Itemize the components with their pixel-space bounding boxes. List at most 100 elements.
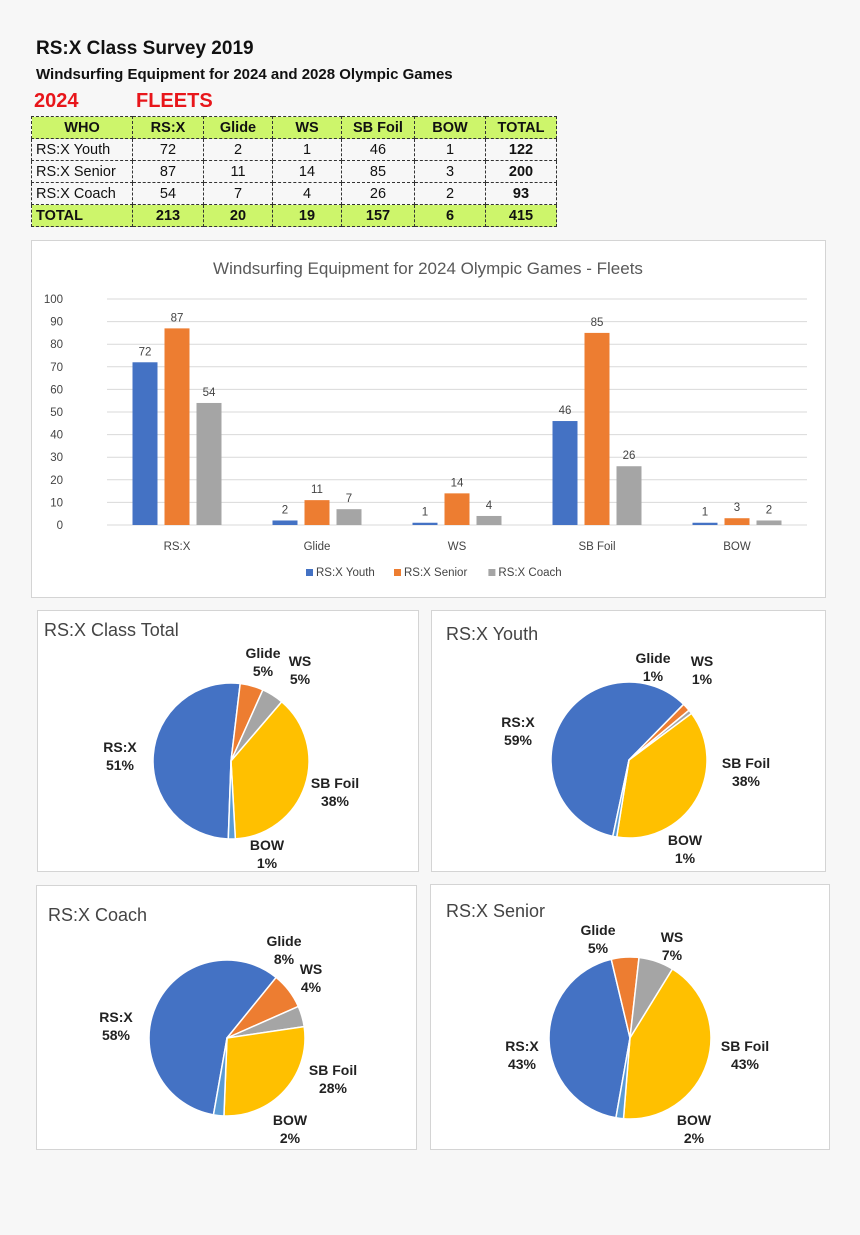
col-header-bow: BOW [414,116,486,139]
pie-slice-percent: 43% [508,1056,537,1072]
bar-data-label: 26 [623,450,636,462]
table-header-row: WHO RS:X Glide WS SB Foil BOW TOTAL [31,116,557,139]
bar [552,421,578,525]
legend-label: RS:X Senior [404,567,467,579]
pie-slice-percent: 5% [253,663,274,679]
pie-slice-percent: 2% [280,1130,301,1146]
y-tick-label: 20 [50,475,63,487]
pie-slice-percent: 5% [588,940,609,956]
bar [724,518,750,525]
legend-label: RS:X Youth [316,567,375,579]
table-cell: RS:X Coach [31,182,133,205]
page-subtitle: Windsurfing Equipment for 2024 and 2028 … [36,66,453,83]
y-tick-label: 30 [50,452,63,464]
table-cell: 3 [414,160,486,183]
bar [584,332,610,525]
pie-slice-label: Glide [245,645,280,661]
pie-slice-label: SB Foil [311,775,359,791]
pie-slice-percent: 1% [692,671,713,687]
y-tick-label: 50 [50,407,63,419]
table-row: RS:X Youth 72 2 1 46 1 122 [31,138,557,161]
pie-slice-label: BOW [677,1112,712,1128]
table-cell: 7 [203,182,273,205]
pie-slice-label: WS [300,961,323,977]
bar-chart: Windsurfing Equipment for 2024 Olympic G… [44,259,807,579]
table-cell: 19 [272,204,342,227]
x-tick-label: RS:X [164,541,191,553]
bar [196,402,222,525]
pie-slice [615,1037,631,1120]
pie-slice-percent: 5% [290,671,311,687]
table-cell: 20 [203,204,273,227]
pie-slice-percent: 4% [301,979,322,995]
pie-slice-percent: 1% [643,668,664,684]
y-tick-label: 0 [57,520,63,532]
pie-slice-percent: 38% [321,793,350,809]
x-tick-label: WS [448,541,467,553]
y-tick-label: 40 [50,430,63,442]
table-cell: 54 [132,182,204,205]
table-cell: 46 [341,138,415,161]
bar-data-label: 7 [346,493,352,505]
pie-slice-percent: 1% [257,855,278,871]
col-header-glide: Glide [203,116,273,139]
pie-chart-youth: RS:X Youth RS:X 59% Glide 1% WS 1% SB Foil 38% BO… [446,624,770,866]
bar-data-label: 54 [203,387,216,399]
pie-coach-panel: RS:X Coach RS:X 58% Glide 8% WS 4% SB Foil 28% BO… [36,885,417,1150]
pie-title: RS:X Youth [446,624,538,644]
table-cell: 11 [203,160,273,183]
bar-data-label: 11 [311,484,323,496]
pie-youth-panel: RS:X Youth RS:X 59% Glide 1% WS 1% SB Foil 38% BO… [431,610,826,872]
pie-slice-percent: 8% [274,951,295,967]
bar [304,500,330,525]
table-cell: 6 [414,204,486,227]
pie-slice [622,967,712,1120]
bar [756,520,782,525]
x-tick-label: Glide [304,541,331,553]
table-cell: 1 [414,138,486,161]
table-cell: 415 [485,204,557,227]
pie-slice-label: WS [289,653,312,669]
bar-data-label: 1 [422,507,428,519]
page-title: RS:X Class Survey 2019 [36,38,254,59]
table-cell: 14 [272,160,342,183]
pie-slice-label: RS:X [501,714,535,730]
pie-senior-panel: RS:X Senior RS:X 43% Glide 5% WS 7% SB Foil 43% B… [430,884,830,1150]
col-header-total: TOTAL [485,116,557,139]
pie-slice-label: RS:X [505,1038,539,1054]
section-label: FLEETS [136,90,213,112]
legend-swatch [488,569,496,576]
pie-slice-label: RS:X [103,739,137,755]
table-cell: 122 [485,138,557,161]
table-cell: 85 [341,160,415,183]
pie-slice-percent: 2% [684,1130,705,1146]
table-cell: RS:X Youth [31,138,133,161]
pie-chart-total: RS:X Class Total RS:X 51% Glide 5% WS 5% SB Foi… [44,620,359,871]
bar-data-label: 72 [139,346,152,358]
pie-title: RS:X Class Total [44,620,179,640]
table-cell: 72 [132,138,204,161]
pie-slice-percent: 1% [675,850,696,866]
bar [336,509,362,525]
table-cell: 93 [485,182,557,205]
pie-slice [548,958,631,1119]
pie-slice-percent: 51% [106,757,135,773]
table-row: RS:X Coach 54 7 4 26 2 93 [31,182,557,205]
pie-slice [230,700,310,840]
pie-chart-senior: RS:X Senior RS:X 43% Glide 5% WS 7% SB Foil 43% B… [446,901,769,1146]
y-tick-label: 90 [50,317,63,329]
bar-data-label: 46 [559,405,572,417]
col-header-ws: WS [272,116,342,139]
pie-slice-label: WS [661,929,684,945]
pie-slice-label: BOW [273,1112,308,1128]
y-tick-label: 80 [50,339,63,351]
bar-data-label: 2 [766,504,772,516]
bar [412,522,438,525]
table-cell: 2 [203,138,273,161]
pie-slice-label: Glide [580,922,615,938]
legend-swatch [394,569,401,576]
bar-data-label: 1 [702,507,708,519]
bar-data-label: 14 [451,477,464,489]
bar-data-label: 4 [486,500,493,512]
pie-title: RS:X Coach [48,905,147,925]
